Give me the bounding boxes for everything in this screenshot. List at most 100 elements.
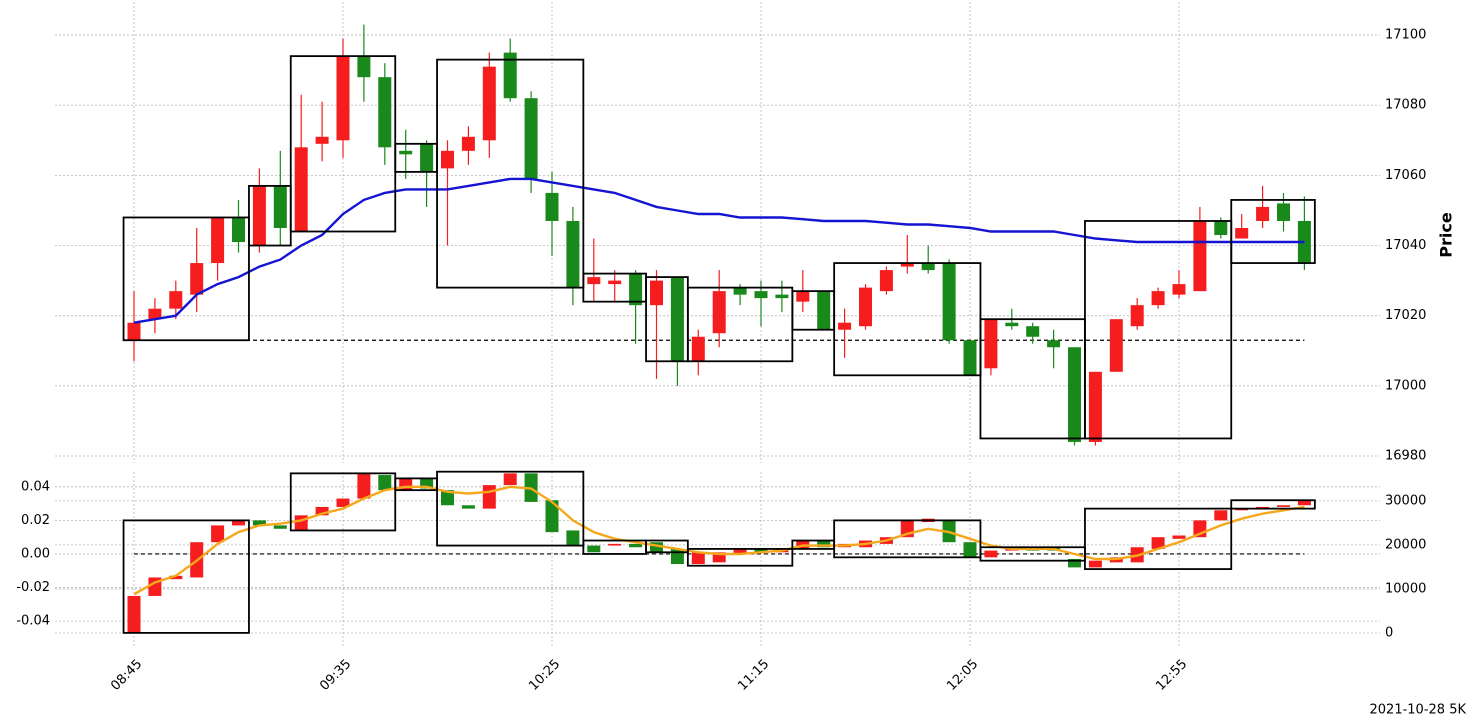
candle-body (733, 287, 747, 295)
range-box (686, 548, 794, 567)
candle-body (1172, 284, 1186, 295)
candle-body (1130, 305, 1144, 327)
candle-body (754, 291, 768, 299)
candle-body (169, 575, 183, 580)
y-tick-label: 0.02 (21, 513, 50, 528)
candle-body (232, 520, 245, 526)
candle-body (1026, 326, 1040, 337)
x-tick-label: 08:45 (108, 657, 145, 694)
candle-body (461, 505, 475, 509)
candle-body (273, 185, 287, 228)
candle-body (1088, 560, 1102, 568)
y2-tick-label: 10000 (1385, 581, 1426, 596)
candle-body (754, 548, 768, 553)
candle-body (942, 263, 956, 341)
candle-body (127, 322, 141, 341)
candle-body (315, 506, 329, 516)
candle-body (1277, 505, 1290, 507)
candle-body (1193, 220, 1207, 292)
x-tick-label: 12:55 (1153, 657, 1190, 694)
candle-body (650, 542, 663, 553)
candle-body (482, 66, 496, 141)
candle-body (503, 52, 517, 99)
y-tick-label: 0.04 (21, 479, 50, 494)
candle-body (482, 485, 496, 509)
range-box (289, 472, 397, 532)
candle-body (733, 548, 747, 554)
candle-body (963, 340, 977, 376)
candle-body (712, 291, 726, 334)
candle-body (441, 490, 454, 506)
candle-body (461, 136, 475, 151)
candle-body (420, 478, 434, 489)
candle-body (524, 98, 538, 179)
candle-body (148, 308, 162, 320)
range-box (436, 58, 585, 289)
candle-body (503, 473, 517, 486)
x-tick-label: 09:35 (317, 657, 354, 694)
candle-body (817, 540, 831, 548)
candle-body (775, 294, 789, 299)
y-tick-label: 17100 (1385, 28, 1426, 43)
candle-body (629, 543, 643, 548)
y-tick-label: 17020 (1385, 308, 1426, 323)
y-tick-label: 17060 (1385, 168, 1426, 183)
candle-body (691, 336, 705, 362)
range-box (1230, 199, 1316, 264)
candle-body (838, 322, 852, 330)
y2-tick-label: 30000 (1385, 493, 1426, 508)
range-box (833, 262, 982, 377)
y-tick-label: 17080 (1385, 98, 1426, 113)
candle-body (629, 273, 643, 306)
candle-body (650, 280, 663, 306)
candle-body (796, 291, 810, 302)
candle-body (670, 277, 684, 362)
candle-body (670, 548, 684, 565)
candle-body (378, 475, 392, 491)
candle-body (879, 270, 893, 292)
candle-body (399, 478, 413, 491)
candle-body (1151, 537, 1165, 549)
candle-body (211, 217, 225, 264)
candle-body (1256, 206, 1270, 221)
candle-body (691, 552, 705, 565)
candle-body (817, 291, 831, 330)
line-series (133, 177, 1305, 324)
candle-body (712, 552, 726, 563)
x-tick-label: 10:25 (526, 657, 563, 694)
candle-body (1172, 535, 1186, 539)
candle-body (211, 525, 225, 543)
candle-body (608, 543, 622, 546)
candle-body (315, 136, 329, 144)
candle-body (420, 143, 434, 172)
y-tick-label: 16980 (1385, 448, 1426, 463)
candle-body (1277, 203, 1290, 221)
candle-body (252, 185, 266, 246)
x-tick-label: 12:05 (944, 657, 981, 694)
candle-body (608, 280, 622, 285)
candle-body (1109, 319, 1123, 372)
candle-body (232, 217, 245, 243)
candle-body (357, 56, 371, 78)
y-tick-label: -0.04 (16, 614, 50, 629)
candle-body (566, 220, 580, 288)
candle-body (441, 150, 454, 169)
y-tick-label: 0.00 (21, 546, 50, 561)
candle-body (399, 150, 413, 155)
candle-body (378, 77, 392, 148)
candle-body (1151, 291, 1165, 306)
candle-body (273, 525, 287, 529)
y2-tick-label: 20000 (1385, 537, 1426, 552)
y-tick-label: 17000 (1385, 378, 1426, 393)
candle-body (566, 530, 580, 546)
x-tick-label: 11:15 (735, 657, 772, 694)
range-box (1084, 507, 1233, 570)
candle-body (921, 263, 935, 271)
candle-body (545, 192, 559, 221)
candle-body (587, 545, 601, 553)
y2-tick-label: 0 (1385, 626, 1393, 641)
range-box (436, 470, 585, 547)
candle-body (169, 291, 183, 309)
candle-body (1214, 510, 1228, 521)
